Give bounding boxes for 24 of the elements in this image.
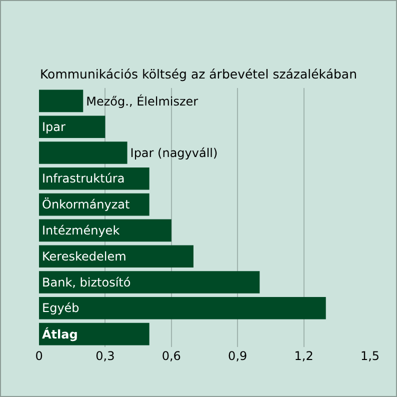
bar — [39, 116, 106, 138]
x-tick-label: 1,2 — [294, 349, 314, 363]
bar — [39, 90, 84, 112]
bar — [39, 297, 326, 320]
y-tick-label: Egyéb — [42, 301, 80, 316]
x-tick-label: 0,9 — [228, 349, 248, 363]
y-tick-label: Infrastruktúra — [42, 172, 125, 186]
bar — [39, 245, 194, 268]
y-tick-label: Átlag — [42, 326, 78, 342]
bar — [39, 142, 128, 164]
x-tick-label: 0,3 — [96, 349, 115, 363]
y-tick-label: Ipar — [42, 120, 66, 134]
y-tick-label: Kereskedelem — [42, 249, 126, 264]
bar — [39, 271, 260, 294]
y-tick-label: Mezőg., Élelmiszer — [86, 93, 198, 108]
bar — [39, 322, 150, 346]
y-tick-label: Önkormányzat — [42, 198, 130, 212]
y-tick-label: Intézmények — [42, 223, 120, 238]
x-tick-label: 1,5 — [360, 349, 380, 363]
y-tick-label: Ipar (nagyváll) — [130, 146, 218, 160]
x-tick-label: 0,6 — [162, 349, 181, 363]
y-tick-label: Bank, biztosító — [42, 275, 131, 290]
chart-title: Kommunikációs költség az árbevétel százalékában — [40, 66, 358, 82]
x-tick-label: 0 — [35, 349, 43, 363]
